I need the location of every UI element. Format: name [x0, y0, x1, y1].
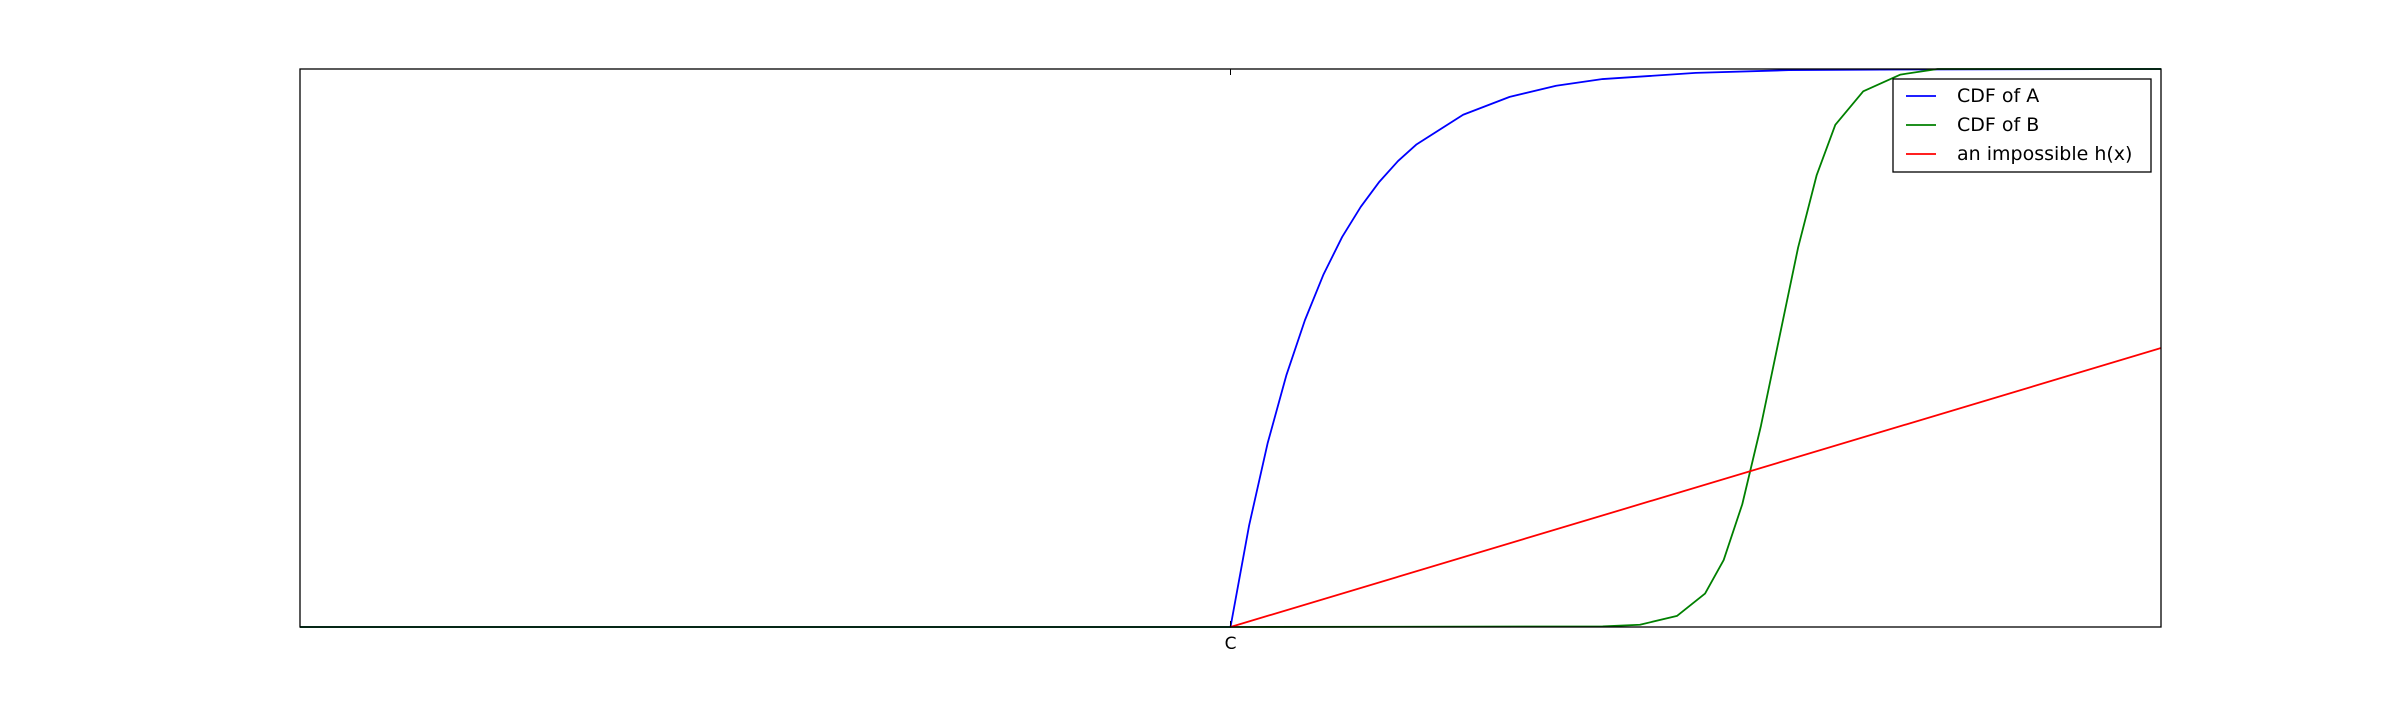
legend-label-3: an impossible h(x) — [1957, 143, 2132, 165]
series-line-2 — [300, 68, 2161, 628]
x-tick-label: C — [1225, 634, 1237, 654]
series-line-1 — [300, 68, 2162, 628]
series-line-3 — [1230, 347, 2162, 628]
legend-label-1: CDF of A — [1957, 85, 2039, 107]
legend: CDF of A CDF of B an impossible h(x) — [1892, 78, 2152, 173]
legend-label-2: CDF of B — [1957, 114, 2039, 136]
